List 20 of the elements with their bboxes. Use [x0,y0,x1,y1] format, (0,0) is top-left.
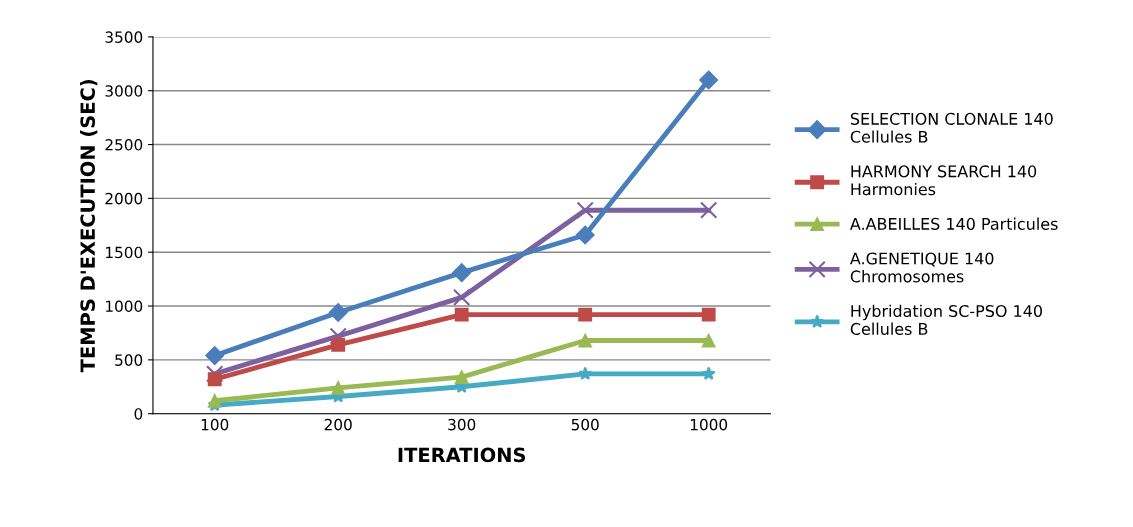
legend-label: Hybridation SC-PSO 140 Cellules B [850,304,1042,335]
y-tick-label: 2000 [105,192,143,205]
y-tick-label: 0 [134,408,143,420]
legend-label: SELECTION CLONALE 140 Cellules B [850,112,1053,143]
y-tick-label: 3500 [105,31,143,43]
y-tick-label: 500 [115,354,143,366]
y-tick-label: 2500 [105,139,143,151]
legend-label: A.ABEILLES 140 Particules [850,217,1058,230]
x-axis-title: ITERATIONS [398,447,526,463]
legend-label: HARMONY SEARCH 140 Harmonies [851,165,1037,196]
x-tick-label: 300 [448,418,476,431]
legend-label: A.GENETIQUE 140 Chromosomes [850,252,994,283]
x-tick-label: 500 [571,418,599,431]
y-tick-label: 1000 [106,300,143,313]
y-tick-label: 1500 [106,246,143,259]
x-tick-label: 200 [324,418,352,431]
x-tick-label: 100 [201,418,229,431]
y-tick-label: 3000 [105,85,143,97]
y-axis-title: TEMPS D'EXECUTION (SEC) [80,79,98,373]
x-tick-label: 1000 [690,418,728,431]
